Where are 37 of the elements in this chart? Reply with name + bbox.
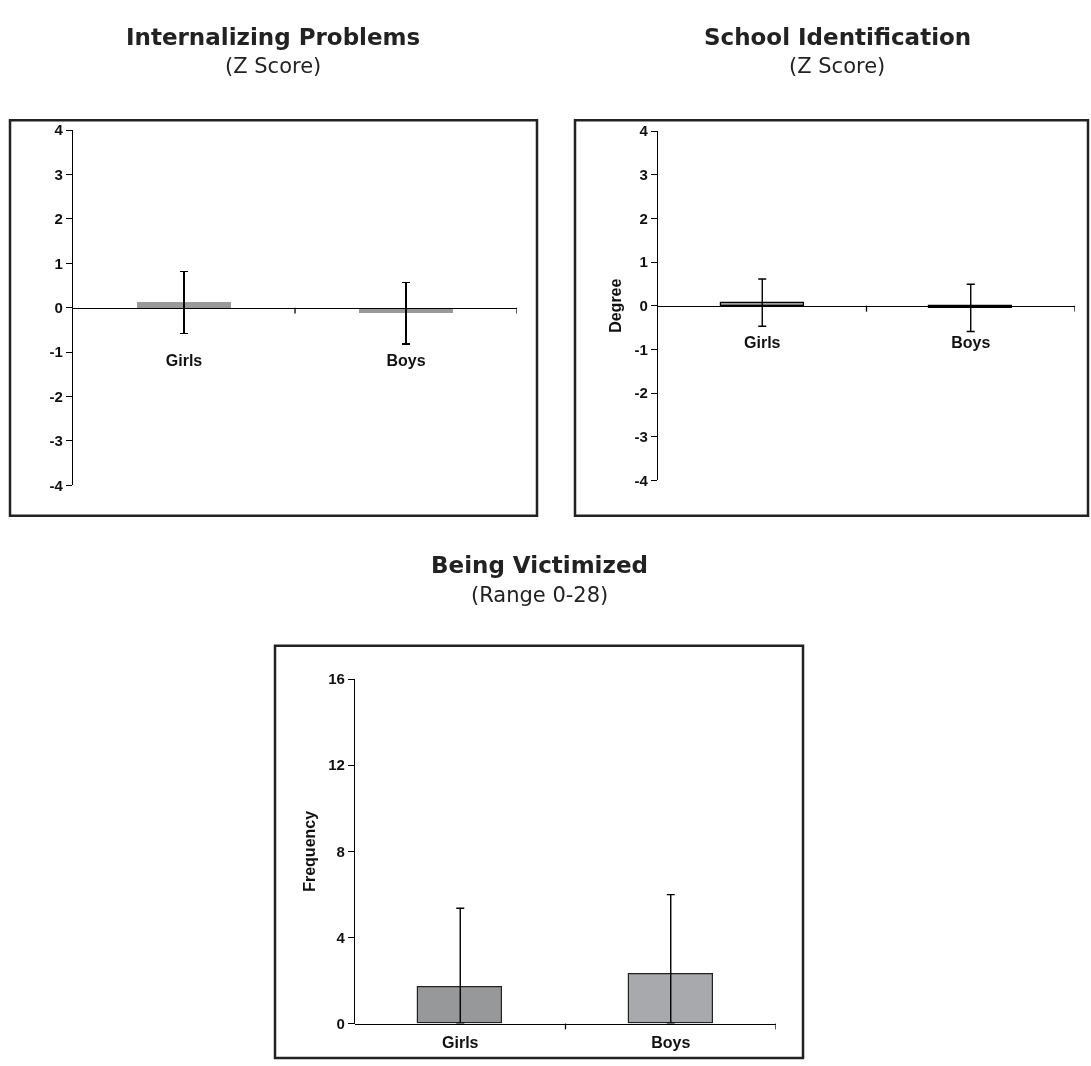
y-tick-label: -2 bbox=[634, 384, 648, 402]
y-tick-label: -2 bbox=[49, 387, 63, 405]
y-tick-label: -3 bbox=[634, 427, 648, 445]
y-tick-label: 3 bbox=[54, 165, 63, 183]
y-tick-label: 0 bbox=[54, 298, 63, 316]
y-tick-label: 8 bbox=[336, 842, 345, 860]
chart-title: School Identification bbox=[704, 24, 972, 50]
y-tick-label: -4 bbox=[634, 471, 649, 489]
x-tick-label: Girls bbox=[165, 352, 203, 370]
y-tick-label: 0 bbox=[639, 296, 648, 314]
y-axis-title: Degree bbox=[607, 278, 625, 333]
y-tick-label: 0 bbox=[336, 1014, 345, 1032]
y-tick-label: -3 bbox=[49, 432, 63, 450]
chart-subtitle: (Range 0-28) bbox=[471, 583, 609, 607]
chart-subtitle: (Z Score) bbox=[789, 54, 886, 78]
y-tick-label: 2 bbox=[54, 210, 63, 228]
y-tick-label: 12 bbox=[328, 756, 345, 774]
y-tick-label: 3 bbox=[639, 165, 648, 183]
y-tick-label: 2 bbox=[639, 209, 648, 227]
x-tick-label: Boys bbox=[951, 334, 991, 352]
chart-title: Being Victimized bbox=[431, 552, 648, 578]
y-axis-title: Frequency bbox=[301, 810, 319, 892]
y-tick-label: 4 bbox=[54, 121, 64, 139]
y-tick-label: -1 bbox=[634, 340, 648, 358]
x-tick-label: Boys bbox=[651, 1033, 691, 1051]
x-tick-label: Girls bbox=[442, 1033, 479, 1051]
chart-title: Internalizing Problems bbox=[126, 24, 421, 50]
chart-subtitle: (Z Score) bbox=[225, 54, 322, 78]
x-tick-label: Boys bbox=[386, 352, 426, 370]
y-tick-label: -1 bbox=[49, 343, 63, 361]
y-tick-label: 4 bbox=[639, 122, 649, 140]
y-tick-label: 1 bbox=[54, 254, 63, 272]
y-tick-label: 1 bbox=[639, 253, 648, 271]
y-tick-label: 4 bbox=[336, 928, 346, 946]
y-tick-label: 16 bbox=[328, 670, 345, 688]
y-tick-label: -4 bbox=[49, 476, 64, 494]
x-tick-label: Girls bbox=[744, 334, 781, 352]
